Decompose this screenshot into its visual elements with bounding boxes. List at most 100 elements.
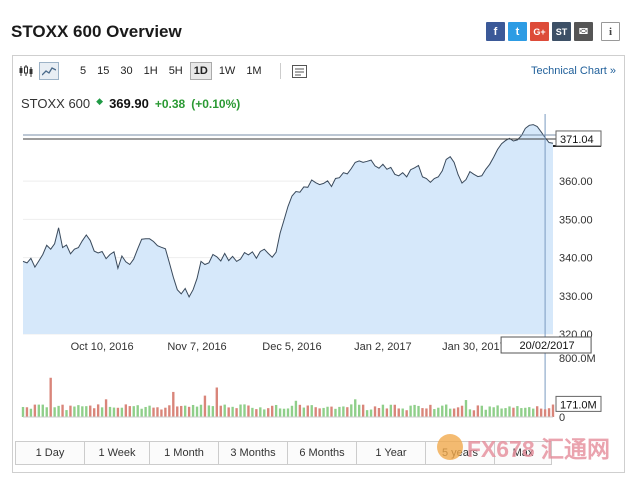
price-axis-label: 350.00 — [559, 214, 593, 226]
chart-toolbar: 5 15 30 1H 5H 1D 1W 1M Technical Chart » — [13, 56, 624, 86]
range-1-month[interactable]: 1 Month — [150, 441, 219, 465]
last-price-label: 371.04 — [560, 134, 594, 146]
period-1m[interactable]: 1M — [246, 65, 262, 77]
price-line — [22, 124, 554, 299]
line-chart-icon[interactable] — [39, 62, 59, 80]
range-1-day[interactable]: 1 Day — [15, 441, 85, 465]
volume-bar — [437, 407, 440, 417]
volume-bar — [421, 408, 424, 417]
volume-bar — [330, 406, 333, 417]
volume-bar — [132, 406, 135, 417]
volume-bar — [405, 410, 408, 417]
price-axis-label: 340.00 — [559, 253, 593, 265]
date-axis-label: Jan 30, 2017 — [442, 341, 506, 353]
volume-bar — [255, 409, 258, 417]
stocktwits-icon[interactable]: ST — [552, 22, 571, 41]
volume-bar — [239, 404, 242, 417]
volume-bar — [528, 407, 531, 417]
range-1-week[interactable]: 1 Week — [85, 441, 150, 465]
volume-bar — [286, 408, 290, 417]
volume-bar — [294, 400, 298, 417]
period-15[interactable]: 15 — [97, 65, 110, 77]
volume-bar — [49, 377, 52, 417]
volume-bar — [85, 406, 88, 417]
volume-bar — [480, 405, 483, 417]
info-icon[interactable]: i — [601, 22, 620, 41]
twitter-icon[interactable]: t — [508, 22, 527, 41]
volume-bar — [278, 408, 282, 417]
volume-bar — [516, 406, 519, 417]
volume-bar — [306, 405, 309, 417]
volume-bar — [120, 407, 124, 417]
date-axis-label: Jan 2, 2017 — [354, 341, 412, 353]
chart-panel: 5 15 30 1H 5H 1D 1W 1M Technical Chart »… — [12, 55, 625, 473]
volume-bar — [365, 410, 369, 417]
period-5h[interactable]: 5H — [168, 65, 183, 77]
indicator-panel-icon[interactable] — [290, 62, 310, 80]
volume-bar — [57, 405, 60, 417]
volume-bar — [409, 405, 412, 417]
period-5[interactable]: 5 — [80, 65, 87, 77]
volume-bar — [267, 408, 270, 417]
volume-bar — [338, 406, 341, 417]
volume-bar — [476, 405, 480, 417]
volume-bar — [512, 407, 515, 417]
volume-bar — [45, 407, 48, 417]
volume-bar — [358, 404, 361, 417]
volume-bar — [314, 407, 317, 417]
date-axis-label: Oct 10, 2016 — [71, 341, 134, 353]
range-1-year[interactable]: 1 Year — [357, 441, 426, 465]
technical-chart-link[interactable]: Technical Chart » — [531, 65, 616, 77]
volume-bar — [108, 406, 112, 417]
volume-bar — [168, 405, 171, 417]
period-1h[interactable]: 1H — [143, 65, 158, 77]
volume-bar — [413, 404, 416, 417]
volume-bar — [116, 407, 120, 417]
volume-bar — [219, 405, 222, 417]
volume-bar — [508, 406, 511, 417]
volume-bar — [144, 406, 147, 417]
share-bar: f t G+ ST ✉ i — [486, 22, 620, 41]
volume-bar — [468, 409, 472, 417]
volume-bar — [373, 406, 377, 417]
period-30[interactable]: 30 — [120, 65, 133, 77]
volume-bar — [460, 405, 464, 417]
volume-bar — [100, 407, 104, 417]
range-6-months[interactable]: 6 Months — [288, 441, 357, 465]
volume-bar — [282, 408, 286, 417]
volume-bar — [547, 408, 551, 417]
volume-bar — [385, 408, 389, 417]
volume-bar — [389, 404, 393, 417]
volume-bar — [520, 408, 523, 417]
volume-bar — [180, 405, 183, 417]
range-3-months[interactable]: 3 Months — [219, 441, 288, 465]
volume-bar — [81, 406, 84, 417]
page-title: STOXX 600 Overview — [11, 22, 182, 41]
volume-bar — [223, 404, 226, 417]
volume-bar — [417, 405, 420, 417]
volume-axis-label: 0 — [559, 412, 565, 424]
volume-bar — [160, 409, 163, 417]
period-1d[interactable]: 1D — [189, 62, 212, 80]
index-symbol: STOXX 600 — [21, 96, 91, 111]
toolbar-divider — [279, 63, 281, 79]
candlestick-icon[interactable] — [16, 62, 36, 80]
price-change: +0.38 — [154, 97, 186, 111]
volume-bar — [326, 406, 329, 417]
google-plus-icon[interactable]: G+ — [530, 22, 549, 41]
range-selector: 1 Day 1 Week 1 Month 3 Months 6 Months 1… — [15, 441, 552, 465]
volume-bar — [539, 408, 543, 417]
volume-bar — [104, 399, 108, 417]
volume-bar — [199, 404, 203, 417]
volume-value-label: 171.0M — [560, 399, 597, 411]
volume-bar — [484, 409, 487, 417]
range-max[interactable]: Max — [495, 441, 552, 465]
volume-bar — [191, 404, 195, 417]
email-icon[interactable]: ✉ — [574, 22, 593, 41]
price-chart[interactable]: 320.00330.00340.00350.00360.00371.04Oct … — [13, 56, 624, 441]
facebook-icon[interactable]: f — [486, 22, 505, 41]
volume-bar — [176, 406, 179, 417]
volume-bar — [195, 406, 199, 417]
date-axis-label: Dec 5, 2016 — [262, 341, 321, 353]
period-1w[interactable]: 1W — [218, 65, 236, 77]
